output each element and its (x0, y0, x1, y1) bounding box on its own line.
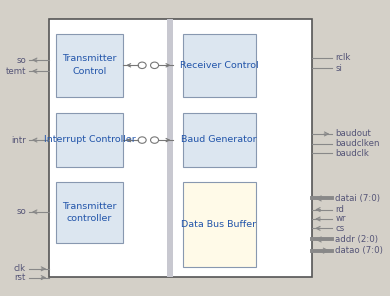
Bar (49, 19, 312, 277)
Text: datai (7:0): datai (7:0) (335, 194, 380, 203)
Text: cs: cs (335, 224, 344, 233)
Text: baudclk: baudclk (335, 149, 369, 158)
Bar (167, 19, 174, 277)
Bar (183, 113, 255, 167)
Text: so: so (16, 207, 26, 216)
Text: Data Bus Buffer: Data Bus Buffer (181, 220, 257, 229)
Text: so: so (16, 56, 26, 65)
Bar (183, 182, 255, 267)
Text: wr: wr (335, 215, 346, 223)
Text: datao (7:0): datao (7:0) (335, 246, 383, 255)
Text: rd: rd (335, 205, 344, 214)
Bar (56, 113, 123, 167)
Bar (56, 182, 123, 243)
Text: intr: intr (11, 136, 26, 144)
Text: rst: rst (15, 273, 26, 282)
Text: Receiver Control: Receiver Control (180, 61, 258, 70)
Text: si: si (335, 64, 342, 73)
Text: temt: temt (5, 67, 26, 76)
Text: addr (2:0): addr (2:0) (335, 235, 378, 244)
Text: baudclken: baudclken (335, 139, 380, 148)
Text: baudout: baudout (335, 129, 371, 139)
Bar (56, 34, 123, 97)
Text: rclk: rclk (335, 53, 351, 62)
Text: Transmitter
controller: Transmitter controller (62, 202, 117, 223)
Text: Transmitter
Control: Transmitter Control (62, 54, 117, 76)
Text: Baud Generator: Baud Generator (181, 136, 257, 144)
Bar (183, 34, 255, 97)
Text: Interrupt Controller: Interrupt Controller (44, 136, 135, 144)
Text: clk: clk (14, 264, 26, 273)
